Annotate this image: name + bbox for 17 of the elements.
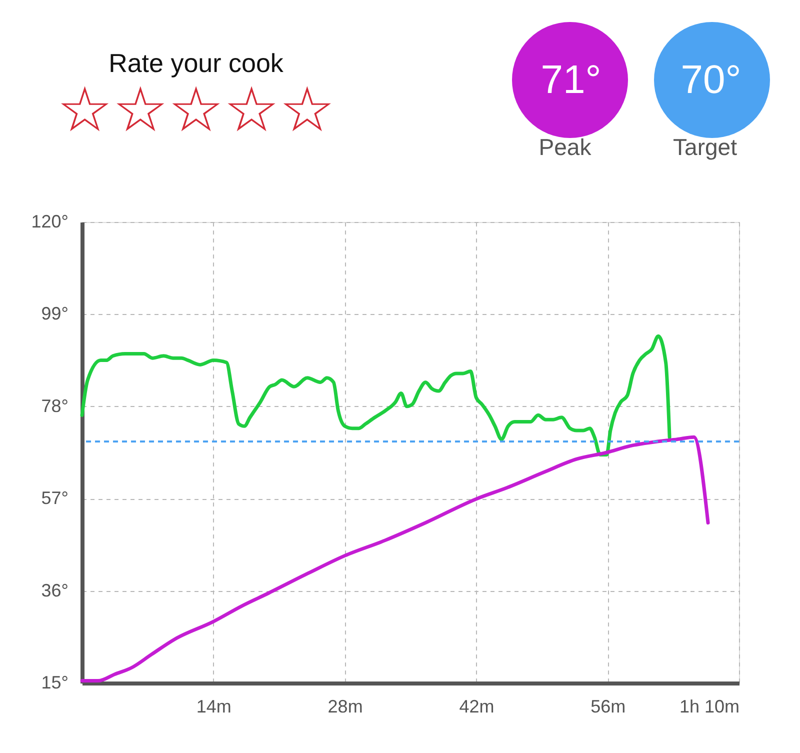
x-tick-label: 1h 10m xyxy=(679,696,740,716)
text: Target xyxy=(673,134,738,160)
x-tick-label: 28m xyxy=(328,696,363,716)
line-series xyxy=(80,435,710,683)
y-tick-label: 57° xyxy=(41,488,68,508)
y-tick-label: 99° xyxy=(41,304,68,324)
x-tick-label: 14m xyxy=(196,696,232,716)
y-tick-label: 15° xyxy=(41,672,68,692)
y-tick-label: 120° xyxy=(31,212,68,232)
text: 71° xyxy=(540,58,602,102)
text: Peak xyxy=(538,134,592,160)
x-tick-label: 56m xyxy=(590,696,626,716)
x-tick-label: 42m xyxy=(459,696,494,716)
line-series xyxy=(80,334,672,456)
y-tick-label: 78° xyxy=(41,396,68,416)
text: 70° xyxy=(680,58,742,102)
y-tick-label: 36° xyxy=(41,580,68,600)
